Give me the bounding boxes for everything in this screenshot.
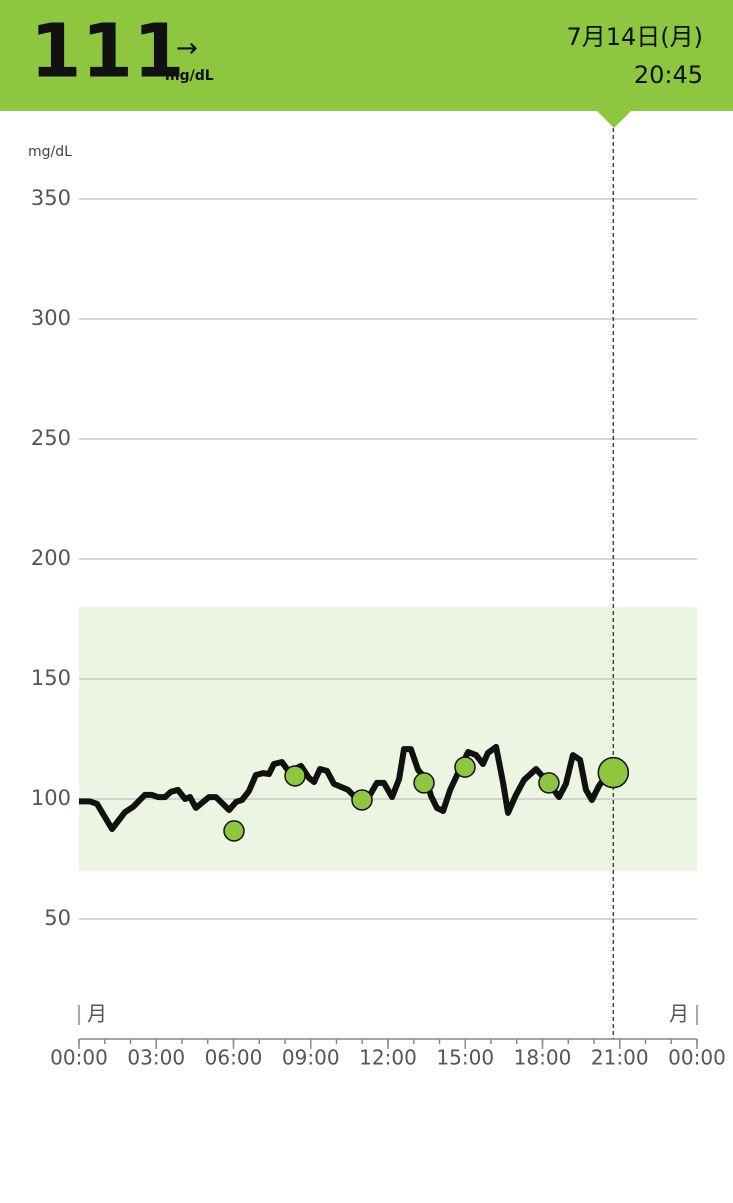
scan-point	[538, 772, 560, 794]
x-tick-label: 15:00	[436, 1046, 494, 1070]
x-tick-label: 09:00	[282, 1046, 340, 1070]
y-tick-label: 150	[31, 666, 71, 690]
x-tick-label: 03:00	[127, 1046, 185, 1070]
x-tick-label: 12:00	[359, 1046, 417, 1070]
y-tick-label: 350	[31, 186, 71, 210]
header-bar	[0, 0, 733, 111]
time: 20:45	[634, 61, 703, 89]
trend-arrow: →	[176, 34, 198, 64]
current-value: 111	[30, 9, 184, 95]
target-range	[79, 607, 697, 871]
unit: mg/dL	[165, 68, 214, 84]
scan-point	[284, 765, 306, 787]
scan-point	[454, 756, 476, 778]
scan-point	[413, 772, 435, 794]
y-tick-label: 300	[31, 306, 71, 330]
y-axis-label: mg/dL	[28, 144, 72, 160]
y-tick-label: 50	[44, 906, 71, 930]
header-pointer	[597, 111, 631, 128]
date: 7月14日(月)	[566, 23, 703, 51]
day-label: 月	[669, 1002, 689, 1026]
y-tick-label: 100	[31, 786, 71, 810]
x-tick-label: 00:00	[50, 1046, 108, 1070]
x-tick-label: 00:00	[668, 1046, 726, 1070]
x-tick-label: 21:00	[591, 1046, 649, 1070]
scan-point	[223, 820, 245, 842]
x-tick-label: 06:00	[205, 1046, 263, 1070]
y-tick-label: 250	[31, 426, 71, 450]
current-point	[597, 756, 630, 789]
day-label: 月	[87, 1002, 107, 1026]
x-tick-label: 18:00	[514, 1046, 572, 1070]
scan-point	[351, 789, 373, 811]
y-tick-label: 200	[31, 546, 71, 570]
